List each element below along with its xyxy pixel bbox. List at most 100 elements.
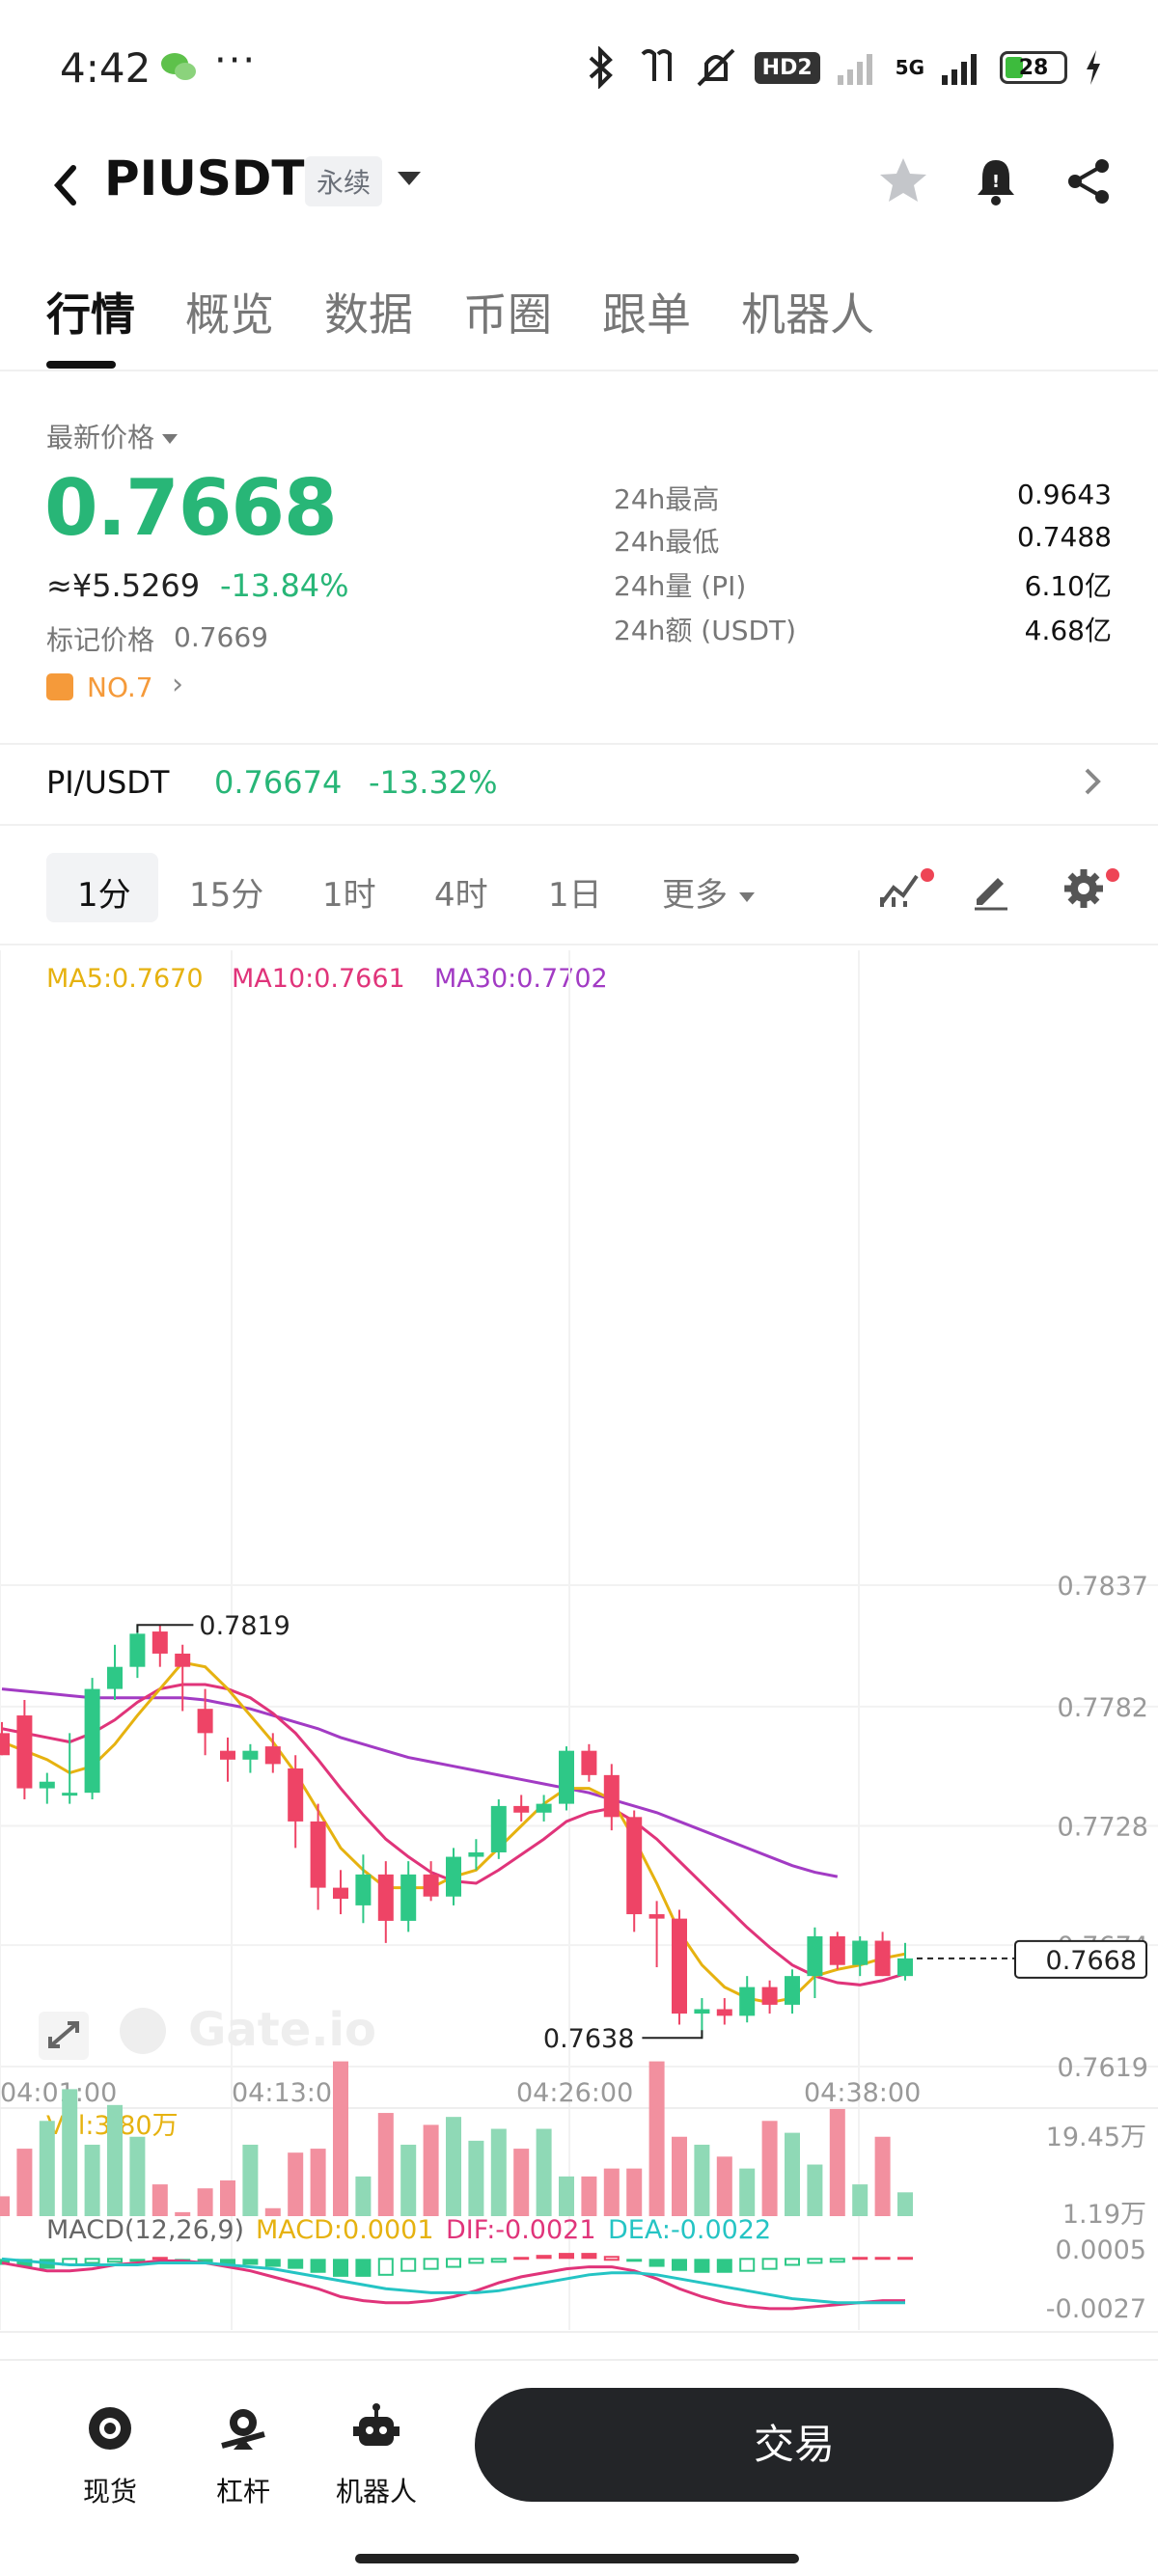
candle-body-23 xyxy=(513,1805,530,1813)
tab-bots[interactable]: 机器人 xyxy=(741,288,874,341)
tab-overview[interactable]: 概览 xyxy=(185,288,274,341)
stat-volume-value: 6.10亿 xyxy=(1024,570,1112,602)
candle-body-34 xyxy=(761,1987,778,2005)
candle-body-32 xyxy=(716,2009,732,2016)
timeframe-1m[interactable]: 1分 xyxy=(77,876,131,915)
price-alert-bell-icon[interactable]: ! xyxy=(967,152,1025,210)
chevron-right-icon[interactable] xyxy=(1077,762,1106,801)
macd-axis-tick-1: -0.0027 xyxy=(1046,2294,1146,2324)
latest-price-label: 最新价格 xyxy=(46,422,155,453)
volume-bar-14 xyxy=(310,2149,326,2216)
stat-volume-label: 24h量 (PI) xyxy=(614,570,747,602)
candle-body-24 xyxy=(536,1803,552,1813)
tab-copy-trading[interactable]: 跟单 xyxy=(602,288,691,341)
battery-icon: 28 xyxy=(1000,51,1067,84)
candle-body-18 xyxy=(400,1874,417,1921)
candle-body-29 xyxy=(648,1914,665,1919)
tab-data[interactable]: 数据 xyxy=(324,288,413,341)
spot-pair-name: PI/USDT xyxy=(46,764,170,801)
timeframe-more[interactable]: 更多 xyxy=(662,868,755,916)
volume-bar-36 xyxy=(807,2164,823,2216)
pair-title[interactable]: PIUSDT xyxy=(104,151,305,206)
timeframe-1d[interactable]: 1日 xyxy=(548,876,602,915)
timeframe-4h[interactable]: 4时 xyxy=(434,876,488,915)
chart-settings-gear-icon[interactable] xyxy=(1060,864,1108,913)
candle-body-17 xyxy=(377,1874,394,1921)
candle-body-26 xyxy=(581,1750,597,1775)
volume-axis-tick-1: 1.19万 xyxy=(1062,2200,1146,2230)
candle-body-28 xyxy=(626,1817,643,1915)
pair-dropdown-icon[interactable] xyxy=(398,172,421,185)
macd-histogram-bar-7 xyxy=(152,2257,168,2261)
candle-body-8 xyxy=(175,1653,191,1667)
candle-body-36 xyxy=(807,1935,823,1977)
stat-turnover-label: 24h额 (USDT) xyxy=(614,615,797,646)
indicator-icon[interactable] xyxy=(876,864,924,913)
macd-histogram-bar-4 xyxy=(84,2258,100,2264)
ma30-legend: MA30:0.7702 xyxy=(434,964,608,994)
candle-body-21 xyxy=(468,1851,484,1857)
latest-price-selector[interactable]: 最新价格 xyxy=(46,417,179,455)
candle-body-27 xyxy=(603,1774,620,1818)
bottom-nav: 现货 杠杆 机器人 交易 xyxy=(0,2359,1158,2576)
wechat-icon xyxy=(161,53,196,80)
draw-pen-icon[interactable] xyxy=(967,864,1015,913)
nav-spot[interactable]: 现货 xyxy=(52,2399,168,2509)
candle-body-40 xyxy=(897,1958,913,1977)
macd-histogram-bar-10 xyxy=(220,2259,235,2265)
macd-histogram-bar-16 xyxy=(355,2259,372,2277)
margin-lever-icon xyxy=(221,2409,265,2450)
volume-bar-24 xyxy=(536,2128,552,2216)
spot-pair-row[interactable]: PI/USDT 0.76674 -13.32% xyxy=(0,743,1158,826)
timeframe-15m[interactable]: 15分 xyxy=(189,876,264,915)
status-icons: HD2 5G 28 xyxy=(581,46,1104,89)
rank-badge[interactable]: NO.7 xyxy=(87,671,153,703)
macd-histogram-bar-5 xyxy=(107,2258,123,2263)
candle-body-4 xyxy=(84,1688,100,1794)
contract-type-badge: 永续 xyxy=(305,156,383,206)
kline-chart[interactable]: Gate.io0.78370.77820.77280.76740.761904:… xyxy=(0,950,1158,2369)
nav-margin[interactable]: 杠杆 xyxy=(185,2399,301,2509)
macd-histogram-bar-27 xyxy=(603,2256,620,2261)
stat-high-label: 24h最高 xyxy=(614,483,720,515)
candle-body-2 xyxy=(39,1781,55,1789)
signal-icon-2 xyxy=(942,54,977,85)
macd-histogram-bar-17 xyxy=(377,2258,394,2276)
tab-community[interactable]: 币圈 xyxy=(463,288,552,341)
macd-histogram-bar-19 xyxy=(423,2258,439,2270)
share-icon[interactable] xyxy=(1060,152,1117,210)
trade-button[interactable]: 交易 xyxy=(475,2388,1114,2502)
nav-bot[interactable]: 机器人 xyxy=(318,2399,434,2509)
macd-histogram-bar-29 xyxy=(648,2259,665,2267)
volume-bar-30 xyxy=(672,2136,687,2216)
candle-body-0 xyxy=(0,1733,10,1756)
nav-bot-label: 机器人 xyxy=(335,2476,417,2507)
rank-chevron-icon[interactable]: › xyxy=(172,668,183,701)
volume-bar-20 xyxy=(446,2117,461,2216)
macd-dif-line xyxy=(1,2259,905,2311)
main-tabs: 行情 概览 数据 币圈 跟单 机器人 xyxy=(0,270,1158,371)
stat-low-label: 24h最低 xyxy=(614,526,720,558)
volume-bar-16 xyxy=(355,2176,372,2216)
volume-bar-18 xyxy=(400,2144,417,2216)
volume-bar-11 xyxy=(242,2144,259,2216)
back-arrow-icon[interactable] xyxy=(46,156,85,214)
rank-icon xyxy=(46,673,73,700)
kline-chart-area[interactable]: MA5:0.7670 MA10:0.7661 MA30:0.7702 Gate.… xyxy=(0,950,1158,2369)
volume-bar-27 xyxy=(603,2168,620,2216)
macd-histogram-bar-32 xyxy=(716,2259,732,2273)
latest-price-caret-icon xyxy=(162,434,179,444)
tab-market[interactable]: 行情 xyxy=(46,288,135,341)
time-axis-tick-1: 04:13:00 xyxy=(232,2078,348,2108)
timeframe-1h[interactable]: 1时 xyxy=(322,876,376,915)
favorite-star-icon[interactable] xyxy=(874,152,932,210)
volume-bar-29 xyxy=(648,2061,665,2216)
candle-body-14 xyxy=(310,1821,326,1888)
home-indicator xyxy=(355,2554,799,2563)
network-type: 5G xyxy=(895,56,924,79)
macd-dif-value: DIF:-0.0021 xyxy=(446,2215,596,2245)
candle-body-33 xyxy=(739,1987,756,2016)
candle-body-9 xyxy=(197,1709,213,1734)
macd-histogram-bar-0 xyxy=(0,2259,10,2265)
volume-bar-25 xyxy=(559,2176,574,2216)
